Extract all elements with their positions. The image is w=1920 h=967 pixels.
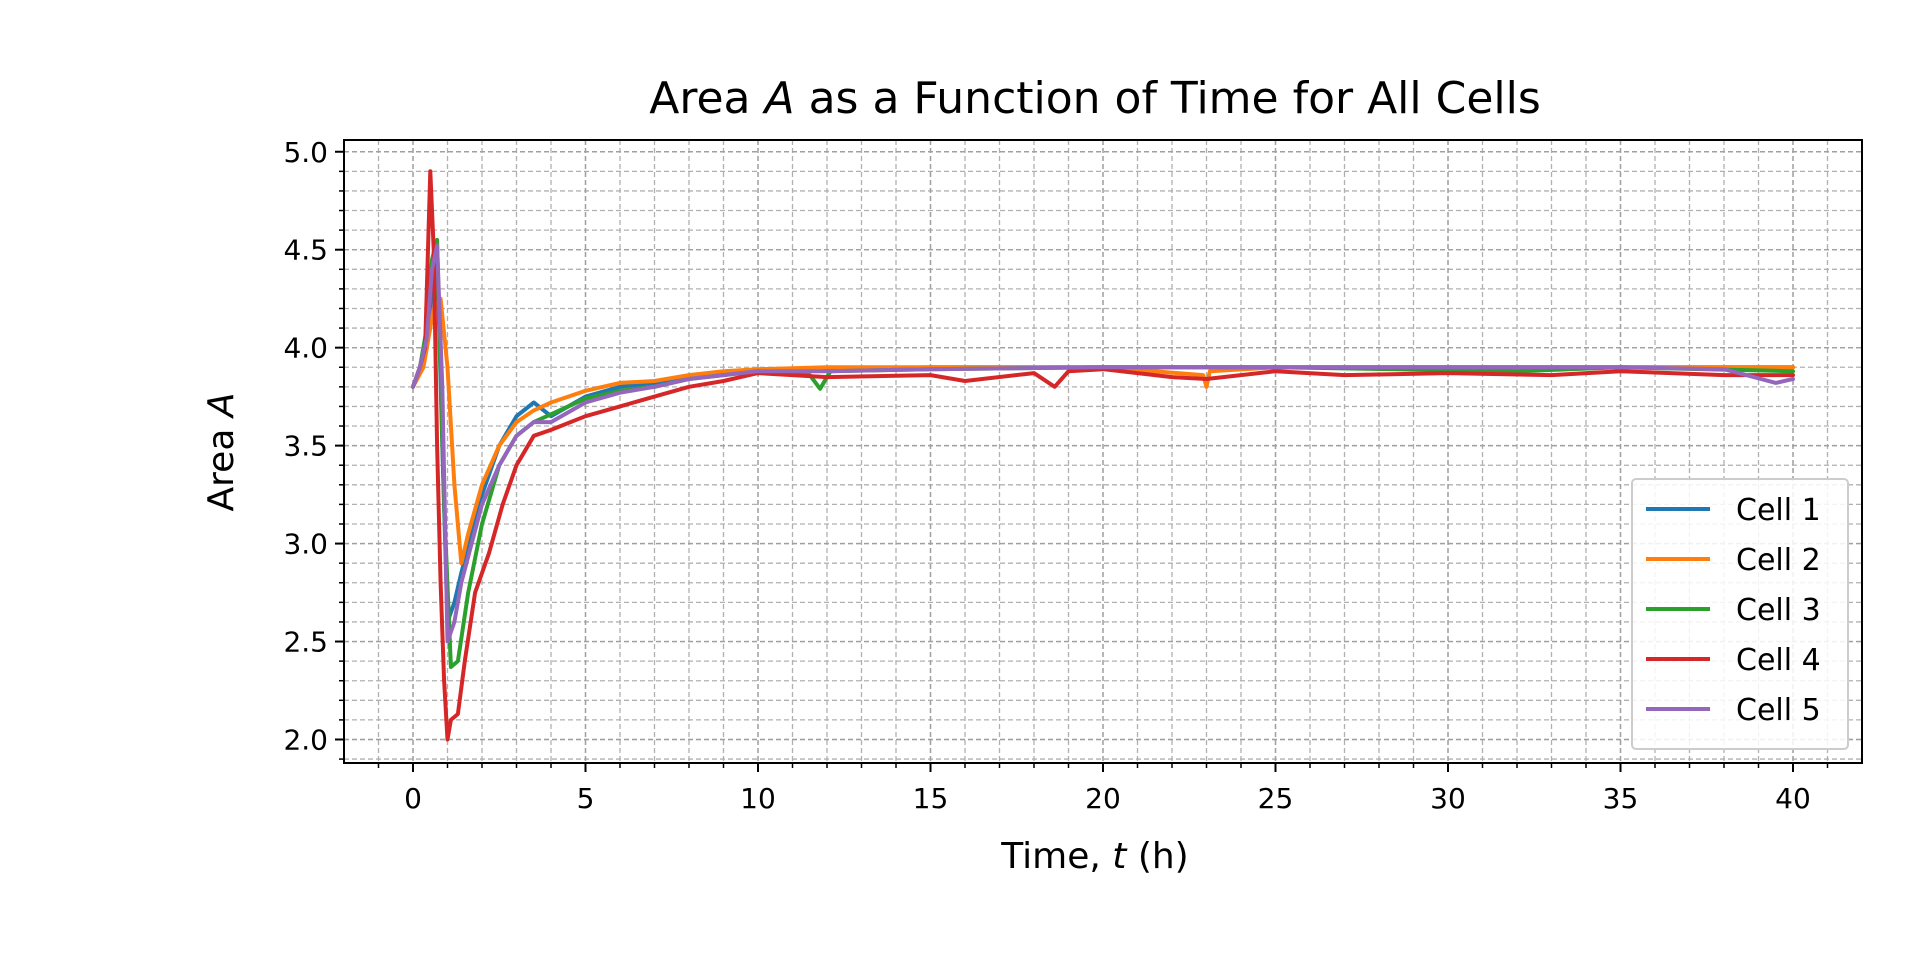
series-line-cell-4: [411, 169, 1795, 742]
x-tick-label: 30: [1430, 782, 1466, 815]
x-tick-label: 20: [1085, 782, 1121, 815]
x-tick-label: 40: [1775, 782, 1811, 815]
series-line-cell-5: [411, 243, 1795, 644]
grid: [344, 140, 1862, 763]
x-tick-label: 15: [913, 782, 949, 815]
x-axis-label: Time, t (h): [1000, 836, 1188, 877]
legend-label: Cell 1: [1736, 493, 1821, 528]
y-tick-label: 2.5: [283, 626, 328, 659]
x-tick-label: 0: [404, 782, 422, 815]
y-tick-label: 4.0: [283, 332, 328, 365]
series-lines: [411, 169, 1795, 742]
series-line-cell-2: [411, 296, 1795, 566]
y-tick-label: 5.0: [283, 136, 328, 169]
legend-label: Cell 3: [1736, 593, 1821, 628]
legend-label: Cell 4: [1736, 643, 1821, 678]
x-tick-label: 5: [577, 782, 595, 815]
y-tick-label: 3.5: [283, 430, 328, 463]
legend: Cell 1 Cell 2 Cell 3 Cell 4 Cell 5: [1631, 478, 1849, 750]
y-tick-label: 2.0: [283, 723, 328, 756]
y-tick-label: 3.0: [283, 528, 328, 561]
plot-frame: [343, 139, 1863, 764]
legend-label: Cell 2: [1736, 543, 1821, 578]
x-tick-label: 10: [740, 782, 776, 815]
y-axis-label: Area A: [201, 393, 242, 512]
legend-box: [1631, 478, 1849, 750]
axes: 0 5 10 15 20 25 30 35 40 2.0 2.5 3.0 3.5 4.0 4.5 5.0: [283, 136, 1863, 815]
x-tick-label: 25: [1258, 782, 1294, 815]
x-tick-label: 35: [1603, 782, 1639, 815]
y-tick-label: 4.5: [283, 234, 328, 267]
chart-title: Area A as a Function of Time for All Cel…: [649, 73, 1541, 124]
legend-label: Cell 5: [1736, 693, 1821, 728]
